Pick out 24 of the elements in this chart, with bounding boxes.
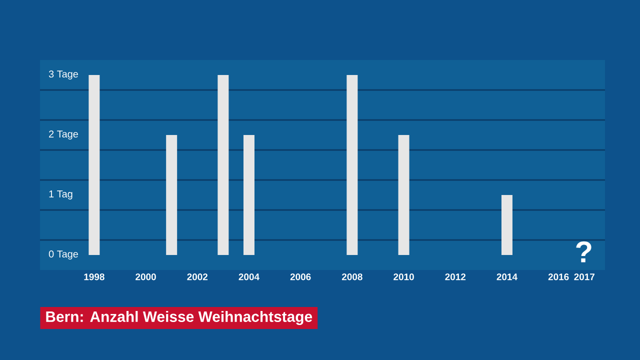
x-tick-label: 2014 — [496, 274, 518, 280]
x-tick-label: 1998 — [84, 274, 104, 280]
x-tick-label: 2017 — [574, 274, 594, 280]
x-tick-label: 2012 — [445, 274, 466, 280]
x-tick-label: 2006 — [290, 274, 311, 280]
x-tick-label: 2008 — [342, 274, 362, 280]
bar — [243, 134, 254, 255]
y-tick-label: 2 Tage — [49, 130, 78, 140]
bar — [346, 74, 358, 255]
x-tick-label: 2004 — [238, 274, 260, 280]
x-tick-label: 2016 — [548, 274, 569, 280]
bar — [501, 195, 512, 255]
bar — [218, 74, 229, 255]
y-tick-label: 3 Tage — [48, 70, 78, 80]
bar — [88, 74, 100, 255]
y-tick-label: 0 Tage — [48, 250, 78, 260]
bar — [398, 134, 410, 255]
text: Bern: Anzahl Weisse Weihnachtstage — [46, 311, 312, 326]
annotation: ? — [576, 241, 592, 262]
x-tick-label: 2010 — [394, 274, 414, 280]
bar — [166, 134, 178, 255]
x-tick-label: 2000 — [136, 274, 156, 280]
x-tick-label: 2002 — [187, 274, 208, 280]
y-tick-label: 1 Tag — [49, 190, 72, 200]
